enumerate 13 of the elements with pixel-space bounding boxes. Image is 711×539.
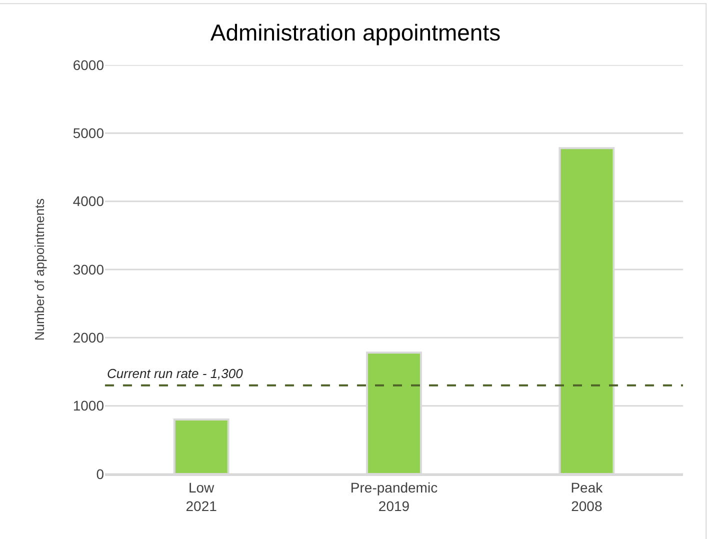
y-tick-label: 0 [96,466,104,482]
x-tick-label: Low 2021 [186,480,218,514]
y-tick-label: 2000 [72,330,104,346]
y-tick-label: 6000 [72,56,104,73]
x-tick-label: Peak 2008 [570,480,604,514]
y-axis-title: Number of appointments [32,198,47,341]
y-tick-label: 1000 [72,398,104,414]
y-tick-label: 3000 [72,261,104,278]
y-tick-label: 4000 [72,193,104,210]
chart-title: Administration appointments [210,19,501,46]
y-tick-label: 5000 [72,125,104,142]
x-tick-label: Pre-pandemic 2019 [350,480,438,514]
ref-line-label: Current run rate - 1,300 [107,366,244,381]
